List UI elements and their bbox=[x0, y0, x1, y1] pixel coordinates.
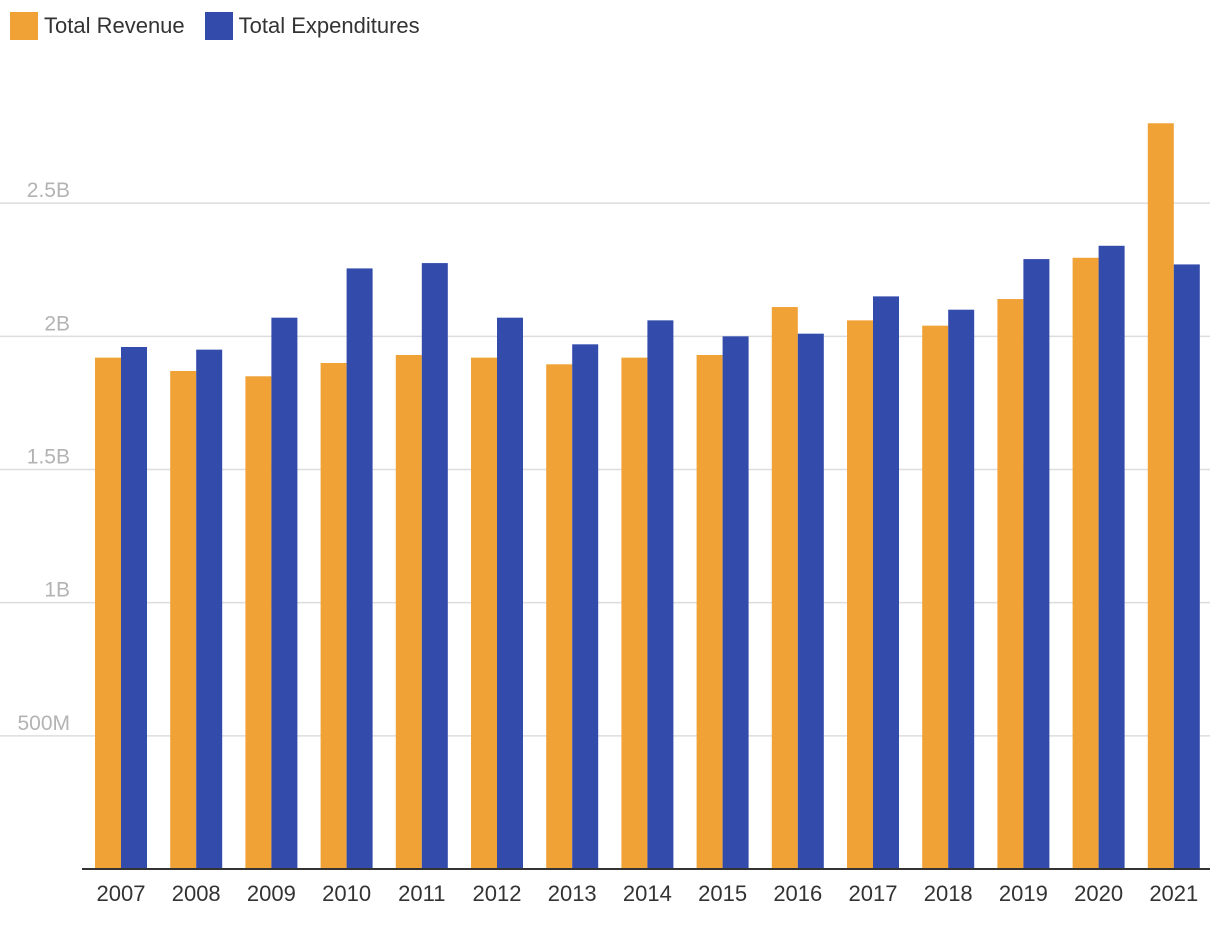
bar-expenditures-2021[interactable] bbox=[1173, 264, 1200, 869]
bar-expenditures-2019[interactable] bbox=[1023, 259, 1050, 869]
bars bbox=[95, 123, 1200, 870]
x-tick-label: 2017 bbox=[849, 881, 898, 906]
bar-revenue-2013[interactable] bbox=[546, 364, 573, 869]
x-tick-label: 2010 bbox=[322, 881, 371, 906]
x-tick-label: 2021 bbox=[1149, 881, 1198, 906]
legend-label-total-revenue: Total Revenue bbox=[44, 13, 185, 38]
x-tick-label: 2012 bbox=[473, 881, 522, 906]
bar-revenue-2007[interactable] bbox=[95, 357, 121, 869]
x-tick-label: 2011 bbox=[398, 881, 445, 906]
bar-expenditures-2009[interactable] bbox=[271, 317, 298, 869]
bar-expenditures-2008[interactable] bbox=[196, 349, 223, 869]
bar-revenue-2010[interactable] bbox=[320, 362, 347, 869]
x-tick-label: 2019 bbox=[999, 881, 1048, 906]
y-tick-label: 1.5B bbox=[27, 446, 70, 469]
bar-revenue-2014[interactable] bbox=[621, 357, 648, 869]
x-tick-label: 2018 bbox=[924, 881, 973, 906]
bar-revenue-2016[interactable] bbox=[771, 307, 798, 870]
bar-revenue-2018[interactable] bbox=[922, 325, 949, 869]
x-tick-label: 2015 bbox=[698, 881, 747, 906]
y-tick-label: 2B bbox=[44, 312, 70, 335]
legend-swatch-total-expenditures bbox=[204, 12, 233, 40]
x-axis-ticks: 2007 2008 2009 2010 2011 2012 2013 2014 2015 2016… bbox=[97, 881, 1199, 906]
y-tick-label: 2.5B bbox=[27, 179, 70, 202]
bar-expenditures-2012[interactable] bbox=[497, 317, 523, 869]
legend-item-total-revenue[interactable]: Total Revenue bbox=[10, 12, 185, 40]
x-tick-label: 2009 bbox=[247, 881, 296, 906]
bar-expenditures-2014[interactable] bbox=[647, 320, 674, 869]
legend-item-total-expenditures[interactable]: Total Expenditures bbox=[204, 12, 420, 40]
bar-revenue-2008[interactable] bbox=[170, 370, 197, 869]
x-tick-label: 2007 bbox=[97, 881, 146, 906]
x-tick-label: 2016 bbox=[773, 881, 822, 906]
bar-expenditures-2018[interactable] bbox=[948, 309, 975, 869]
x-tick-label: 2014 bbox=[623, 881, 672, 906]
y-axis-ticks: 500M 1B 1.5B 2B 2.5B bbox=[17, 179, 70, 735]
legend-swatch-total-revenue bbox=[10, 12, 38, 40]
bar-expenditures-2015[interactable] bbox=[722, 336, 749, 869]
bar-expenditures-2007[interactable] bbox=[121, 346, 147, 869]
bar-revenue-2017[interactable] bbox=[847, 320, 873, 869]
bar-expenditures-2013[interactable] bbox=[572, 344, 599, 869]
bar-revenue-2019[interactable] bbox=[997, 299, 1024, 870]
bar-expenditures-2011[interactable] bbox=[421, 263, 448, 869]
x-tick-label: 2020 bbox=[1074, 881, 1123, 906]
legend-label-total-expenditures: Total Expenditures bbox=[238, 13, 420, 38]
bar-revenue-2011[interactable] bbox=[395, 354, 422, 869]
bar-revenue-2012[interactable] bbox=[471, 357, 497, 869]
bar-expenditures-2017[interactable] bbox=[873, 296, 899, 870]
y-tick-label: 500M bbox=[17, 712, 70, 735]
bar-expenditures-2010[interactable] bbox=[346, 268, 373, 869]
bar-revenue-2009[interactable] bbox=[245, 376, 272, 869]
legend: Total Revenue Total Expenditures bbox=[10, 10, 420, 42]
bar-expenditures-2016[interactable] bbox=[797, 333, 824, 869]
x-tick-label: 2008 bbox=[172, 881, 221, 906]
bar-expenditures-2020[interactable] bbox=[1098, 245, 1125, 869]
y-tick-label: 1B bbox=[44, 579, 70, 602]
bar-revenue-2021[interactable] bbox=[1147, 123, 1174, 870]
x-tick-label: 2013 bbox=[548, 881, 597, 906]
bar-revenue-2015[interactable] bbox=[696, 354, 723, 869]
bar-revenue-2020[interactable] bbox=[1072, 257, 1099, 869]
